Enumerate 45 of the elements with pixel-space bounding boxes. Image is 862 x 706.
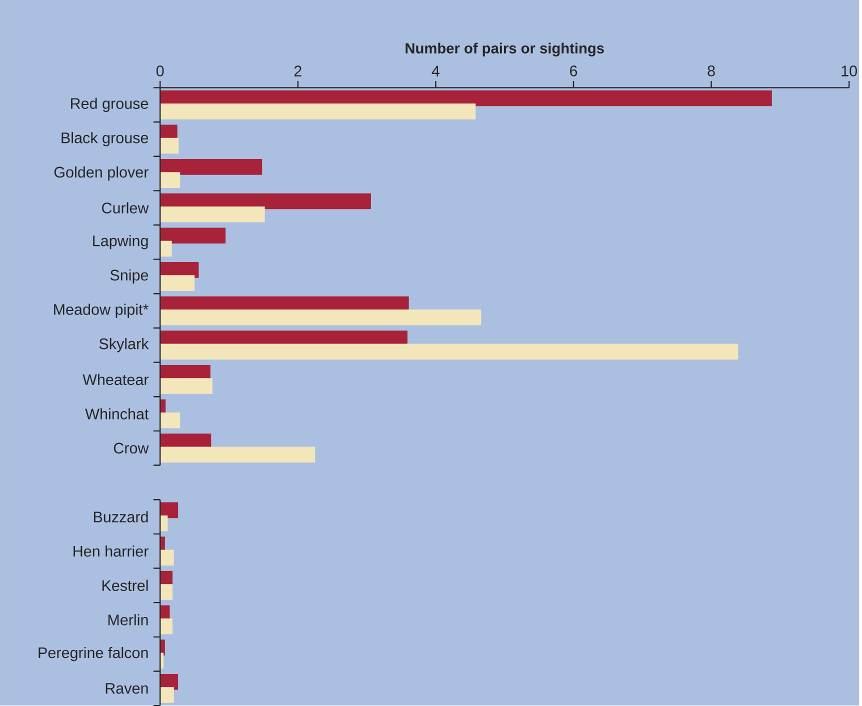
bar bbox=[160, 309, 482, 326]
y-tick-label: Merlin bbox=[108, 614, 148, 626]
bar bbox=[160, 275, 195, 291]
y-tick-label: Buzzard bbox=[94, 511, 148, 522]
y-tick-label: Red grouse bbox=[71, 98, 148, 112]
bar bbox=[160, 103, 476, 120]
y-tick-label: Curlew bbox=[102, 202, 149, 214]
y-tick-label: Skylark bbox=[99, 338, 149, 352]
bar bbox=[160, 158, 262, 175]
bar bbox=[160, 515, 168, 532]
bar bbox=[160, 446, 316, 462]
x-axis-title: Number of pairs or sightings bbox=[406, 42, 604, 56]
x-tick-label: 8 bbox=[708, 65, 715, 76]
y-tick-label: Peregrine falcon bbox=[38, 646, 148, 662]
bar bbox=[160, 378, 212, 394]
y-tick-label: Hen harrier bbox=[74, 545, 148, 557]
bar bbox=[160, 228, 226, 244]
bar bbox=[160, 138, 179, 154]
y-tick-label: Snipe bbox=[110, 269, 148, 284]
bar bbox=[160, 172, 180, 188]
y-tick-label: Raven bbox=[106, 683, 148, 694]
x-tick-label: 10 bbox=[842, 65, 857, 76]
bar bbox=[160, 206, 265, 222]
x-tick-label: 0 bbox=[156, 65, 164, 76]
y-tick-label: Crow bbox=[114, 442, 149, 454]
y-tick-label: Wheatear bbox=[82, 374, 149, 385]
bar bbox=[160, 240, 172, 257]
bar bbox=[160, 550, 174, 566]
bar bbox=[160, 618, 173, 634]
y-tick-label: Black grouse bbox=[62, 132, 148, 146]
bar bbox=[160, 412, 180, 428]
y-tick-label: Meadow pipit* bbox=[54, 304, 149, 318]
x-tick-label: 6 bbox=[570, 65, 578, 76]
y-tick-label: Lapwing bbox=[93, 234, 148, 250]
bar bbox=[160, 193, 371, 210]
bar bbox=[160, 584, 173, 600]
x-tick-label: 4 bbox=[432, 66, 440, 76]
y-tick-label: Kestrel bbox=[102, 580, 148, 591]
bar bbox=[160, 90, 772, 106]
y-tick-label: Golden plover bbox=[54, 166, 148, 181]
bar bbox=[160, 686, 174, 703]
y-tick-label: Whinchat bbox=[85, 408, 149, 420]
bar bbox=[160, 344, 738, 360]
bar bbox=[160, 502, 178, 518]
x-tick-label: 2 bbox=[294, 66, 302, 76]
